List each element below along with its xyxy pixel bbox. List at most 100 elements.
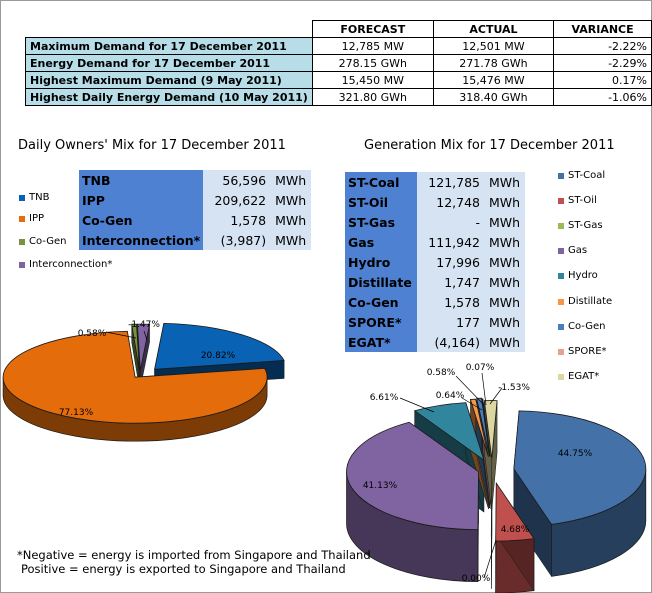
legend-swatch bbox=[19, 261, 25, 268]
mix-label: IPP bbox=[79, 190, 204, 210]
legend-item: TNB bbox=[19, 192, 49, 203]
mix-label: Distillate bbox=[345, 272, 417, 292]
mix-unit: MWh bbox=[269, 230, 312, 250]
legend-item: ST-Gas bbox=[558, 220, 603, 231]
table-row: ST-Oil 12,748 MWh bbox=[345, 192, 525, 212]
mix-value: (3,987) bbox=[203, 230, 270, 250]
row-variance: -2.22% bbox=[553, 37, 652, 55]
legend-swatch bbox=[558, 197, 564, 204]
legend-item: ST-Oil bbox=[558, 195, 597, 206]
legend-label: ST-Gas bbox=[568, 220, 603, 231]
pie-data-label: 0.58% bbox=[78, 329, 107, 339]
row-actual: 12,501 MW bbox=[432, 37, 555, 55]
legend-swatch bbox=[558, 222, 564, 229]
mix-value: 121,785 bbox=[417, 172, 483, 192]
legend-label: Co-Gen bbox=[29, 236, 67, 247]
pie-leader-line bbox=[399, 397, 435, 413]
pie-data-label: 41.13% bbox=[363, 481, 398, 491]
mix-unit: MWh bbox=[269, 210, 312, 230]
mix-label: ST-Coal bbox=[345, 172, 417, 192]
legend-swatch bbox=[19, 238, 25, 245]
mix-value: 56,596 bbox=[203, 170, 270, 190]
table-row: Distillate 1,747 MWh bbox=[345, 272, 525, 292]
table-row: Co-Gen 1,578 MWh bbox=[79, 210, 312, 230]
legend-label: SPORE* bbox=[568, 346, 607, 357]
legend-item: IPP bbox=[19, 213, 44, 224]
legend-item: Interconnection* bbox=[19, 259, 112, 270]
pie-slice-co-gen bbox=[476, 397, 490, 457]
pie-data-label: -1.53% bbox=[498, 383, 530, 393]
pie-slice-interconnection- bbox=[136, 323, 151, 371]
mix-label: Co-Gen bbox=[79, 210, 204, 230]
mix-label: SPORE* bbox=[345, 312, 417, 332]
mix-value: 1,578 bbox=[203, 210, 270, 230]
pie-leader-line bbox=[143, 330, 148, 341]
legend-item: Co-Gen bbox=[558, 321, 606, 332]
footnote-line-1: *Negative = energy is imported from Sing… bbox=[17, 548, 371, 562]
legend-swatch bbox=[558, 172, 564, 179]
table-row: Gas 111,942 MWh bbox=[345, 232, 525, 252]
mix-unit: MWh bbox=[483, 192, 525, 212]
mix-unit: MWh bbox=[483, 312, 525, 332]
mix-unit: MWh bbox=[483, 272, 525, 292]
legend-swatch bbox=[558, 373, 564, 380]
mix-label: Gas bbox=[345, 232, 417, 252]
pie-slice-hydro bbox=[413, 402, 485, 462]
mix-value: 1,578 bbox=[417, 292, 483, 312]
pie-slice-tnb bbox=[154, 322, 285, 370]
legend-swatch bbox=[558, 348, 564, 355]
row-forecast: 15,450 MW bbox=[311, 71, 434, 89]
legend-label: ST-Oil bbox=[568, 195, 597, 206]
mix-label: Hydro bbox=[345, 252, 417, 272]
mix-unit: MWh bbox=[483, 212, 525, 232]
mix-unit: MWh bbox=[483, 172, 525, 192]
legend-item: ST-Coal bbox=[558, 170, 605, 181]
pie-data-label: 44.75% bbox=[558, 449, 593, 459]
legend-label: IPP bbox=[29, 213, 45, 224]
legend-label: Hydro bbox=[568, 270, 598, 281]
mix-value: 12,748 bbox=[417, 192, 483, 212]
mix-value: (4,164) bbox=[417, 332, 483, 352]
row-label: Highest Maximum Demand (9 May 2011) bbox=[25, 71, 313, 89]
table-row: EGAT* (4,164) MWh bbox=[345, 332, 525, 352]
legend-swatch bbox=[19, 194, 25, 201]
pie-data-label: 4.68% bbox=[501, 525, 530, 535]
pie-slice-co-gen bbox=[131, 323, 140, 371]
row-label: Highest Daily Energy Demand (10 May 2011… bbox=[25, 88, 313, 106]
pie-leader-line bbox=[461, 397, 483, 411]
table-row: Hydro 17,996 MWh bbox=[345, 252, 525, 272]
legend-label: Interconnection* bbox=[29, 259, 113, 270]
row-actual: 318.40 GWh bbox=[432, 88, 555, 106]
mix-unit: MWh bbox=[483, 252, 525, 272]
legend-label: Gas bbox=[568, 245, 588, 256]
pie-slice-st-coal bbox=[513, 410, 647, 525]
table-row: SPORE* 177 MWh bbox=[345, 312, 525, 332]
legend-item: Distillate bbox=[558, 296, 612, 307]
header-actual: ACTUAL bbox=[432, 20, 555, 38]
pie-data-label: 0.64% bbox=[436, 391, 465, 401]
legend-swatch bbox=[558, 323, 564, 330]
mix-unit: MWh bbox=[269, 190, 312, 210]
table-row: ST-Coal 121,785 MWh bbox=[345, 172, 525, 192]
mix-label: ST-Oil bbox=[345, 192, 417, 212]
pie-slice-distillate bbox=[469, 398, 489, 458]
mix-unit: MWh bbox=[483, 332, 525, 352]
legend-item: Hydro bbox=[558, 270, 598, 281]
pie-slice-st-gas bbox=[490, 478, 493, 537]
table-row: ST-Gas - MWh bbox=[345, 212, 525, 232]
owners-mix-table: TNB 56,596 MWh IPP 209,622 MWh Co-Gen 1,… bbox=[79, 170, 312, 250]
legend-label: Co-Gen bbox=[568, 321, 606, 332]
row-variance: -1.06% bbox=[553, 88, 652, 106]
pie-leader-line bbox=[455, 375, 485, 406]
legend-label: ST-Coal bbox=[568, 170, 606, 181]
pie-data-label: 0.00% bbox=[462, 574, 491, 584]
pie-slice-egat- bbox=[483, 400, 498, 459]
legend-swatch bbox=[19, 215, 25, 222]
table-row: IPP 209,622 MWh bbox=[79, 190, 312, 210]
pie-leader-line bbox=[105, 331, 137, 339]
table-row: Highest Daily Energy Demand (10 May 2011… bbox=[25, 88, 652, 106]
mix-unit: MWh bbox=[483, 292, 525, 312]
mix-value: 17,996 bbox=[417, 252, 483, 272]
pie-data-label: -1.47% bbox=[128, 320, 160, 330]
